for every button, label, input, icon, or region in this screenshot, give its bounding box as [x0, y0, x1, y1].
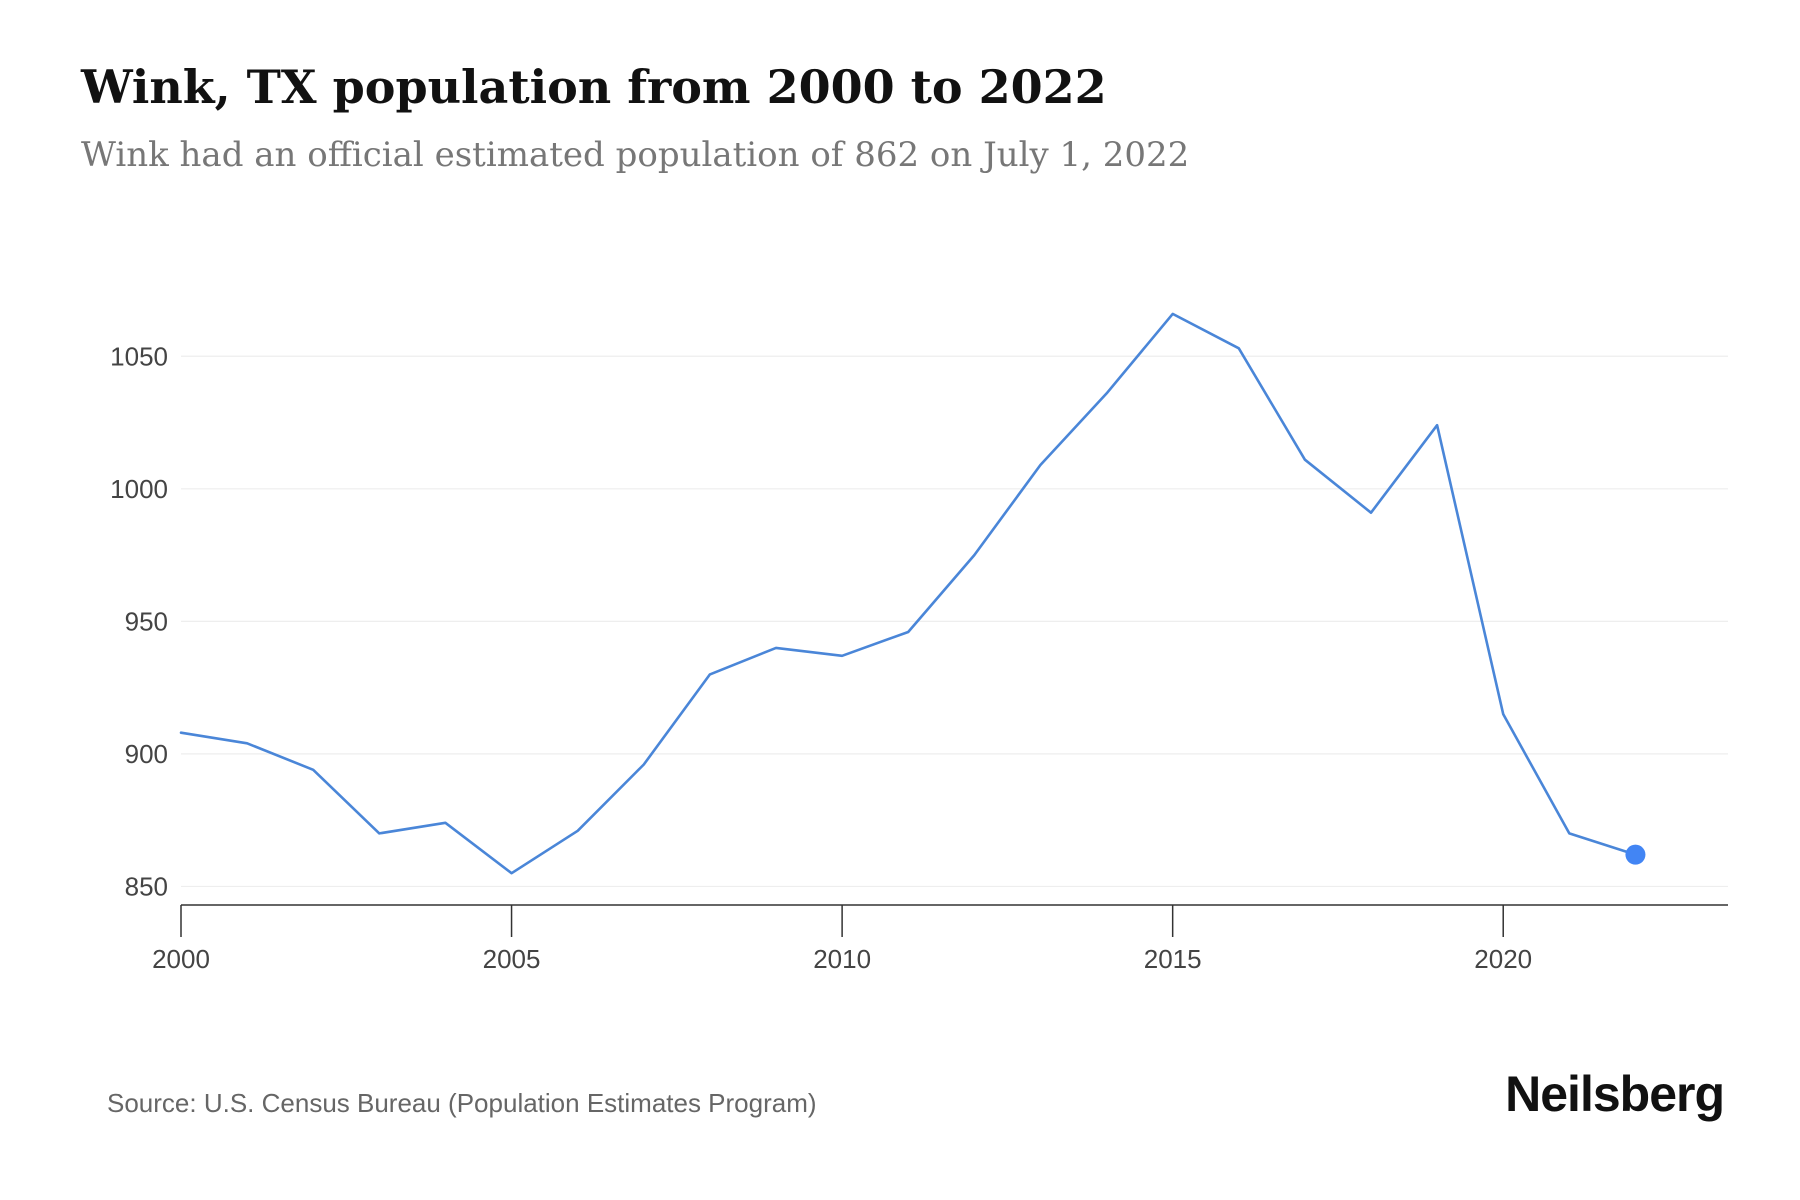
data-point [310, 767, 316, 773]
data-point [442, 820, 448, 826]
data-point [376, 830, 382, 836]
data-point [1500, 711, 1506, 717]
data-point [509, 870, 515, 876]
data-point [1037, 462, 1043, 468]
data-point [839, 653, 845, 659]
y-tick-label: 1000 [110, 474, 168, 504]
y-tick-label: 850 [125, 871, 168, 901]
x-axis-ticks: 2000 2005 2010 2015 2020 [152, 905, 1532, 974]
data-point [707, 671, 713, 677]
y-tick-label: 1050 [110, 341, 168, 371]
data-point [773, 645, 779, 651]
data-point [1236, 345, 1242, 351]
chart-title: Wink, TX population from 2000 to 2022 [81, 60, 1107, 114]
brand-logo: Neilsberg [1505, 1066, 1725, 1122]
x-tick-label: 2015 [1144, 944, 1202, 974]
source-note: Source: U.S. Census Bureau (Population E… [107, 1088, 817, 1118]
latest-data-point [1625, 844, 1646, 865]
data-point [641, 762, 647, 768]
data-point [905, 629, 911, 635]
data-points [178, 311, 1646, 876]
data-point [575, 828, 581, 834]
data-point [1302, 457, 1308, 463]
y-axis-tick-labels: 850 900 950 1000 1050 [110, 341, 168, 901]
x-tick-label: 2005 [483, 944, 541, 974]
x-tick-label: 2010 [813, 944, 871, 974]
data-point [971, 552, 977, 558]
data-point [1170, 311, 1176, 317]
data-point [1368, 510, 1374, 516]
x-tick-label: 2000 [152, 944, 210, 974]
y-tick-label: 950 [125, 606, 168, 636]
population-line [179, 312, 1637, 875]
data-point [244, 740, 250, 746]
gridlines [181, 355, 1728, 888]
y-tick-label: 900 [125, 739, 168, 769]
data-point [1566, 830, 1572, 836]
data-point [1434, 422, 1440, 428]
data-point [178, 730, 184, 736]
x-tick-label: 2020 [1474, 944, 1532, 974]
chart-subtitle: Wink had an official estimated populatio… [81, 135, 1190, 175]
data-point [1104, 390, 1110, 396]
